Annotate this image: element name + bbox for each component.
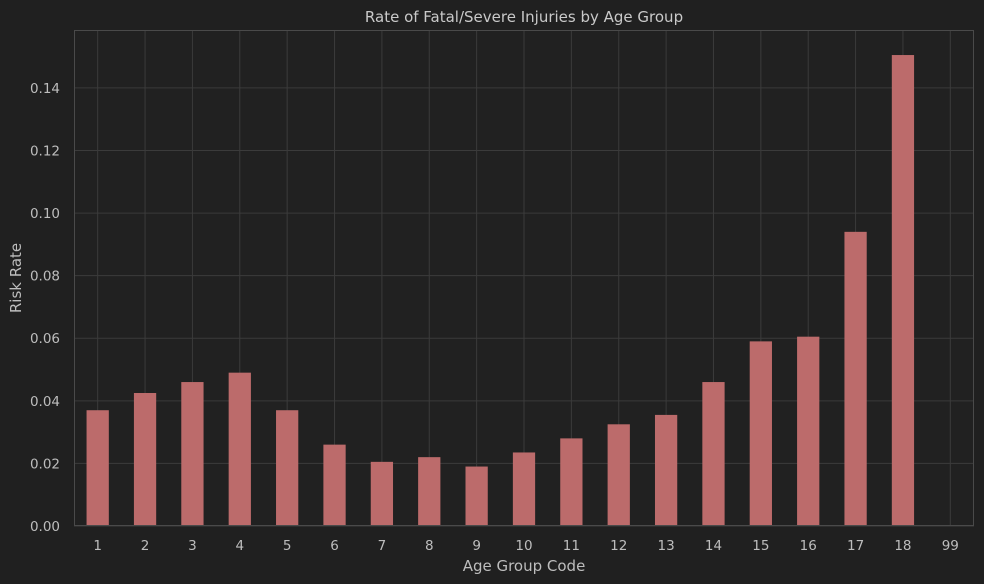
bar-age-group-18	[891, 55, 915, 526]
x-axis-label: Age Group Code	[463, 557, 586, 575]
bar-age-group-8	[418, 457, 441, 526]
bar-age-group-14	[702, 382, 725, 526]
x-tick-label: 11	[563, 538, 580, 554]
y-tick-label: 0.00	[30, 519, 60, 535]
x-tick-label: 6	[330, 538, 339, 554]
x-tick-label: 4	[235, 538, 244, 554]
bar-age-group-11	[560, 438, 583, 526]
x-tick-label: 9	[472, 538, 481, 554]
bar-age-group-6	[323, 444, 346, 526]
x-tick-label: 14	[705, 538, 722, 554]
bar-age-group-7	[370, 461, 394, 526]
x-tick-label: 3	[188, 538, 197, 554]
x-tick-label: 13	[658, 538, 675, 554]
bar-age-group-5	[276, 410, 299, 526]
bar-age-group-2	[133, 393, 157, 526]
y-axis-ticks: 0.00 0.02 0.04 0.06 0.08 0.10 0.12 0.14	[30, 81, 60, 535]
x-tick-label: 8	[425, 538, 434, 554]
bar-series	[86, 55, 915, 526]
y-tick-label: 0.14	[30, 81, 60, 97]
x-tick-label: 99	[942, 538, 959, 554]
x-tick-label: 2	[141, 538, 150, 554]
x-tick-label: 7	[378, 538, 387, 554]
x-axis-ticks: 1 2 3 4 5 6 7 8 9 10 11 12 13 14 15 16 17 18 99	[93, 538, 959, 554]
y-tick-label: 0.06	[30, 331, 60, 347]
bar-age-group-10	[512, 452, 536, 526]
y-tick-label: 0.08	[30, 269, 60, 285]
x-tick-label: 1	[93, 538, 102, 554]
bar-age-group-15	[749, 341, 772, 526]
bar-age-group-1	[86, 410, 109, 526]
plot-frame	[74, 30, 974, 526]
y-tick-label: 0.12	[30, 143, 60, 159]
y-tick-label: 0.10	[30, 206, 60, 222]
x-tick-label: 17	[847, 538, 864, 554]
x-tick-label: 5	[283, 538, 292, 554]
y-tick-label: 0.04	[30, 394, 60, 410]
x-tick-label: 18	[894, 538, 911, 554]
bar-age-group-16	[797, 336, 820, 526]
chart-title: Rate of Fatal/Severe Injuries by Age Gro…	[365, 8, 683, 26]
x-tick-label: 12	[610, 538, 627, 554]
bar-age-group-12	[607, 424, 630, 526]
y-axis-label: Risk Rate	[7, 243, 25, 313]
x-tick-label: 16	[800, 538, 817, 554]
bar-age-group-4	[228, 372, 251, 526]
x-tick-label: 15	[752, 538, 769, 554]
bar-age-group-9	[465, 466, 488, 526]
y-tick-label: 0.02	[30, 456, 60, 472]
bar-age-group-3	[181, 382, 204, 526]
x-tick-label: 10	[515, 538, 532, 554]
bar-age-group-13	[654, 414, 678, 526]
bar-age-group-17	[844, 231, 867, 526]
